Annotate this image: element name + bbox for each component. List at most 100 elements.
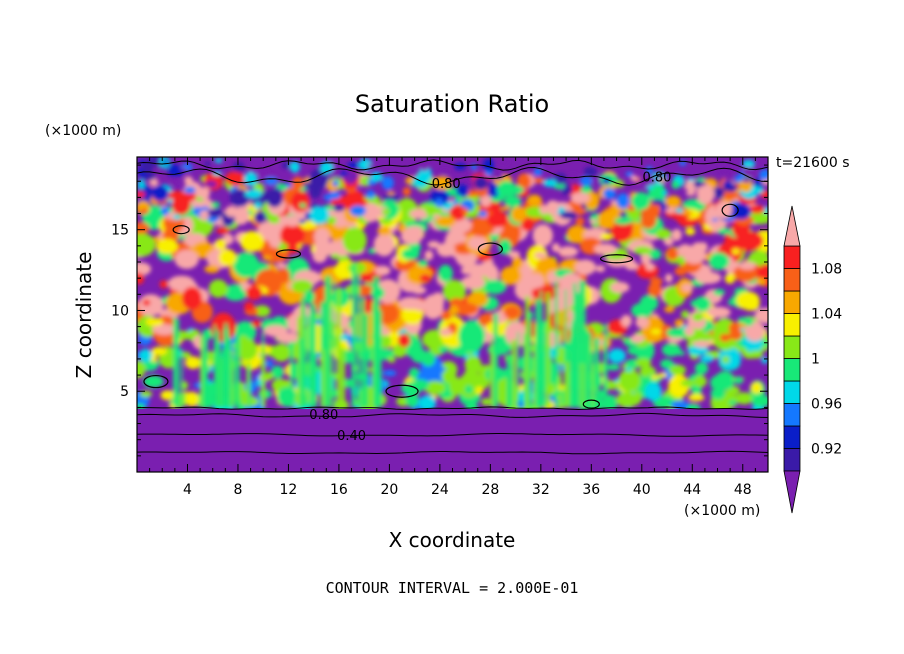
field-blob-2-226 xyxy=(603,188,616,200)
y-tick-label-15: 15 xyxy=(111,223,129,239)
field-blob-1-457 xyxy=(503,305,521,319)
field-blob-3-12 xyxy=(602,177,611,185)
field-blob-1-38 xyxy=(685,227,696,236)
field-blob-1-318 xyxy=(152,324,177,335)
field-blob-1-513 xyxy=(698,333,714,341)
field-blob-3-39 xyxy=(567,172,579,180)
field-blob-2-94 xyxy=(613,216,633,225)
field-blob-0-387 xyxy=(475,386,484,395)
field-blob-1-261 xyxy=(232,252,260,278)
field-blob-2-251 xyxy=(696,184,715,205)
plume-6-1 xyxy=(571,320,575,408)
field-blob-3-15 xyxy=(257,167,270,177)
plume-4-7 xyxy=(493,313,499,408)
field-blob-1-429 xyxy=(458,320,486,353)
field-blob-0-282 xyxy=(761,357,768,364)
field-blob-1-352 xyxy=(534,252,547,259)
x-tick-label-28: 28 xyxy=(481,482,499,498)
field-blob-1-446 xyxy=(377,226,391,236)
field-blob-1-512 xyxy=(314,227,330,247)
field-blob-2-171 xyxy=(479,210,487,218)
plume-5-0 xyxy=(559,310,562,408)
field-blob-1-184 xyxy=(671,228,682,241)
field-blob-1-230 xyxy=(759,310,768,324)
colorbar-segment-4 xyxy=(783,358,801,382)
field-blob-3-30 xyxy=(381,176,394,190)
plume-4-9 xyxy=(532,353,536,408)
field-blob-2-240 xyxy=(619,211,627,218)
field-blob-0-345 xyxy=(688,393,705,402)
field-blob-1-192 xyxy=(424,250,434,261)
field-blob-2-219 xyxy=(631,192,651,211)
field-blob-0-204 xyxy=(714,371,735,391)
field-blob-1-483 xyxy=(588,219,598,224)
field-blob-3-79 xyxy=(372,174,381,182)
field-blob-0-333 xyxy=(660,359,674,369)
field-blob-0-278 xyxy=(608,348,626,363)
field-blob-1-494 xyxy=(504,321,528,347)
plume-1-13 xyxy=(214,341,221,408)
field-blob-1-516 xyxy=(264,325,288,337)
field-blob-0-266 xyxy=(387,356,396,363)
field-blob-1-425 xyxy=(167,275,196,292)
field-blob-3-71 xyxy=(141,161,155,174)
field-blob-2-256 xyxy=(658,178,666,183)
field-blob-2-169 xyxy=(435,216,456,227)
field-blob-1-308 xyxy=(460,275,486,290)
field-blob-0-370 xyxy=(405,392,419,408)
field-blob-2-118 xyxy=(184,186,196,194)
field-blob-0-343 xyxy=(151,346,167,356)
plume-4-10 xyxy=(535,335,541,408)
field-blob-0-160 xyxy=(710,383,718,389)
field-blob-1-297 xyxy=(330,253,340,260)
field-blob-2-259 xyxy=(402,187,411,196)
field-blob-0-92 xyxy=(271,365,284,379)
field-blob-2-211 xyxy=(278,215,288,221)
field-blob-3-17 xyxy=(454,163,467,171)
field-blob-0-243 xyxy=(606,363,621,371)
field-blob-0-373 xyxy=(618,368,641,392)
field-blob-2-247 xyxy=(244,189,262,199)
plume-3-0 xyxy=(361,297,365,408)
field-blob-2-232 xyxy=(550,200,560,207)
field-blob-1-25 xyxy=(532,224,553,247)
plume-3-12 xyxy=(373,276,380,408)
field-blob-3-14 xyxy=(205,180,217,188)
plume-2-12 xyxy=(299,338,304,408)
field-blob-2-127 xyxy=(137,191,146,198)
field-blob-2-125 xyxy=(665,195,682,208)
field-blob-1-412 xyxy=(724,273,736,284)
field-blob-2-174 xyxy=(254,211,267,224)
field-blob-1-403 xyxy=(466,292,488,307)
time-label: t=21600 s xyxy=(776,155,850,171)
field-blob-1-239 xyxy=(425,205,443,217)
field-blob-0-11 xyxy=(382,370,397,377)
field-blob-2-184 xyxy=(504,195,522,208)
contour-label-2: 0.80 xyxy=(309,408,338,423)
field-blob-0-359 xyxy=(718,346,741,370)
field-blob-1-341 xyxy=(397,333,411,348)
field-blob-3-84 xyxy=(345,173,357,185)
field-blob-1-458 xyxy=(174,249,199,269)
field-blob-0-170 xyxy=(272,343,291,362)
field-blob-3-10 xyxy=(583,166,598,177)
plume-3-8 xyxy=(324,275,332,408)
closed-contour-5 xyxy=(385,384,419,398)
field-blob-1-470 xyxy=(244,301,255,312)
field-blob-2-246 xyxy=(500,206,511,211)
field-blob-1-306 xyxy=(427,241,440,249)
field-blob-1-131 xyxy=(639,294,659,312)
field-blob-1-518 xyxy=(531,286,558,300)
field-blob-1-299 xyxy=(468,263,487,279)
contour-top-1 xyxy=(137,166,768,186)
plume-1-8 xyxy=(227,337,231,408)
contour-interval-note: CONTOUR INTERVAL = 2.000E-01 xyxy=(326,579,579,597)
plume-5-7 xyxy=(540,290,543,408)
field-blob-3-50 xyxy=(473,175,489,190)
field-blob-2-55 xyxy=(328,191,341,200)
field-blob-1-188 xyxy=(409,209,431,219)
field-blob-3-75 xyxy=(171,178,178,186)
field-blob-0-283 xyxy=(651,374,659,380)
field-blob-1-37 xyxy=(744,321,765,342)
contour-label-0: 0.80 xyxy=(432,177,461,192)
